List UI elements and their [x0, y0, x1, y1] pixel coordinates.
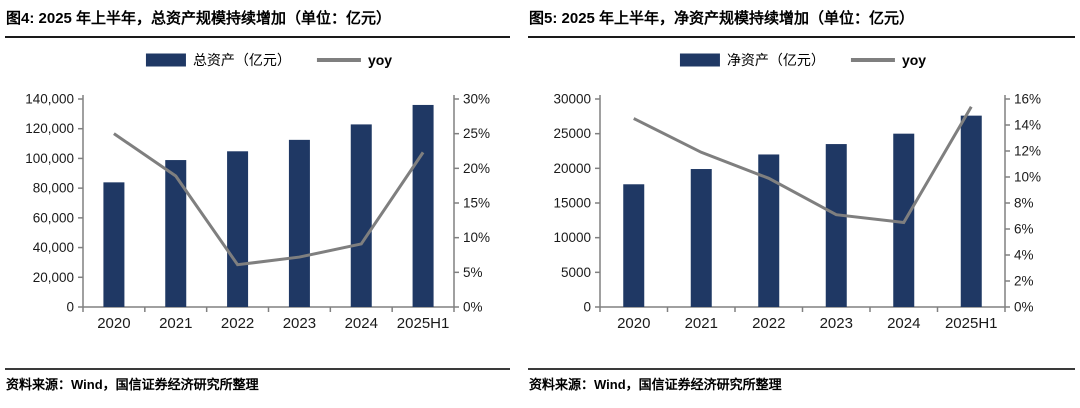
tick-label: 4%	[1014, 248, 1034, 263]
tick-label: 25%	[463, 126, 490, 141]
y-axis-left: 0 5000 10000 15000 20000 25000 30000	[553, 92, 600, 315]
x-axis: 2020 2021 2022 2023 2024 2025H1	[82, 307, 455, 332]
tick-label: 20,000	[33, 270, 74, 285]
tick-label: 0	[66, 300, 74, 315]
y-axis-right: 0% 2% 4% 6% 8% 10% 12% 14% 16%	[1005, 92, 1041, 315]
bars-series	[103, 104, 434, 307]
axes	[82, 95, 455, 308]
net-assets-chart: 0 5000 10000 15000 20000 25000 30000 0% 2% 4% 6% 8%…	[553, 52, 1041, 332]
bar-2023	[288, 139, 310, 307]
category-label-2022: 2022	[221, 315, 254, 332]
y-axis-right: 0% 5% 10% 15% 20% 25% 30%	[454, 92, 490, 315]
legend-bar-label: 总资产（亿元）	[193, 52, 291, 68]
x-axis: 2020 2021 2022 2023 2024 2025H1	[599, 307, 1006, 332]
category-label-2024: 2024	[345, 315, 378, 332]
tick-label: 6%	[1014, 222, 1034, 237]
bar-2021	[165, 160, 187, 307]
category-label-2020: 2020	[97, 315, 130, 332]
tick-label: 10%	[463, 230, 490, 245]
tick-label: 5%	[463, 265, 483, 280]
category-label-2022: 2022	[752, 315, 785, 332]
tick-label: 16%	[1014, 92, 1041, 107]
yoy-line	[633, 106, 973, 225]
bar-2020	[103, 182, 125, 307]
tick-label: 80,000	[33, 181, 74, 196]
tick-label: 40,000	[33, 240, 74, 255]
figure-4-source: 资料来源：Wind，国信证券经济研究所整理	[5, 368, 510, 393]
bar-2021	[690, 169, 712, 307]
tick-label: 120,000	[25, 121, 74, 136]
tick-label: 0%	[463, 300, 483, 315]
tick-label: 0%	[1014, 300, 1034, 315]
yoy-line	[113, 132, 425, 267]
legend-line-label: yoy	[368, 52, 392, 68]
bar-2022	[227, 151, 249, 307]
figure-5-title: 图5: 2025 年上半年，净资产规模持续增加（单位：亿元）	[528, 6, 1075, 38]
tick-label: 15000	[553, 196, 591, 211]
tick-label: 8%	[1014, 196, 1034, 211]
category-label-2024: 2024	[887, 315, 920, 332]
tick-label: 25000	[553, 126, 591, 141]
tick-label: 15%	[463, 196, 490, 211]
figure-4: 图4: 2025 年上半年，总资产规模持续增加（单位：亿元） 0 20,000 40…	[5, 6, 510, 393]
bar-2023	[825, 144, 847, 307]
legend: 净资产（亿元） yoy	[679, 52, 926, 68]
category-label-2025H1: 2025H1	[397, 315, 450, 332]
tick-label: 14%	[1014, 118, 1041, 133]
tick-label: 30000	[553, 92, 591, 107]
legend-line-label: yoy	[902, 52, 926, 68]
legend-bar-label: 净资产（亿元）	[727, 52, 825, 68]
category-label-2021: 2021	[159, 315, 192, 332]
bar-2024	[350, 124, 372, 307]
tick-label: 2%	[1014, 274, 1034, 289]
tick-label: 0	[583, 300, 591, 315]
y-axis-left: 0 20,000 40,000 60,000 80,000 100,000 120,000 1…	[25, 92, 83, 315]
category-label-2023: 2023	[283, 315, 316, 332]
legend-bar-swatch	[145, 53, 186, 67]
figure-5-source: 资料来源：Wind，国信证券经济研究所整理	[528, 368, 1075, 393]
category-label-2023: 2023	[820, 315, 853, 332]
tick-label: 140,000	[25, 92, 74, 107]
tick-label: 100,000	[25, 151, 74, 166]
tick-label: 10%	[1014, 170, 1041, 185]
category-label-2021: 2021	[685, 315, 718, 332]
bar-2025H1	[960, 115, 982, 307]
figures-row: 图4: 2025 年上半年，总资产规模持续增加（单位：亿元） 0 20,000 40…	[5, 6, 1075, 393]
tick-label: 20000	[553, 161, 591, 176]
tick-label: 12%	[1014, 144, 1041, 159]
category-label-2020: 2020	[617, 315, 650, 332]
tick-label: 30%	[463, 92, 490, 107]
figure-5: 图5: 2025 年上半年，净资产规模持续增加（单位：亿元） 0 5000 1000…	[528, 6, 1075, 393]
tick-label: 5000	[561, 265, 591, 280]
bar-2025H1	[412, 104, 434, 307]
tick-label: 10000	[553, 230, 591, 245]
tick-label: 20%	[463, 161, 490, 176]
bar-2020	[623, 184, 645, 307]
figure-4-title: 图4: 2025 年上半年，总资产规模持续增加（单位：亿元）	[5, 6, 510, 38]
bars-series	[623, 115, 982, 307]
legend-bar-swatch	[679, 53, 720, 67]
bar-2022	[758, 154, 780, 307]
axes	[599, 95, 1006, 308]
category-label-2025H1: 2025H1	[945, 315, 998, 332]
legend: 总资产（亿元） yoy	[145, 52, 392, 68]
tick-label: 60,000	[33, 210, 74, 225]
total-assets-chart: 0 20,000 40,000 60,000 80,000 100,000 120,000 1…	[25, 52, 490, 332]
